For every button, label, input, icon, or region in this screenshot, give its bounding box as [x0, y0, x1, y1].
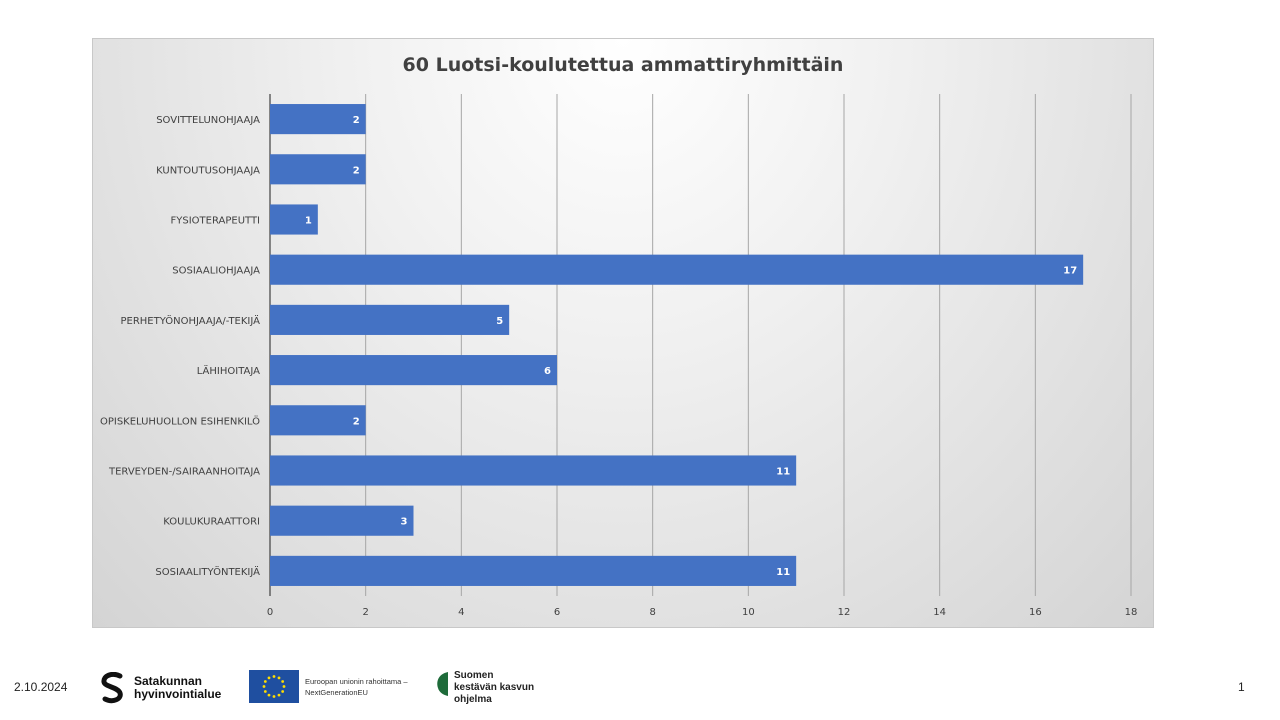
footer-date: 2.10.2024: [14, 680, 68, 694]
category-label: TERVEYDEN-/SAIRAANHOITAJA: [108, 467, 260, 478]
bar: [270, 204, 318, 235]
data-label: 2: [353, 115, 360, 126]
satakunta-logo-line1: Satakunnan: [134, 674, 203, 688]
data-label: 6: [544, 366, 551, 377]
data-label: 17: [1063, 266, 1077, 277]
x-tick-label: 2: [362, 607, 368, 618]
kasvu-logo-line3: ohjelma: [454, 694, 492, 705]
chart-area: 60 Luotsi-koulutettua ammattiryhmittäin …: [92, 38, 1154, 628]
kasvu-logo-line2: kestävän kasvun: [454, 682, 535, 693]
x-tick-label: 4: [458, 607, 464, 618]
category-label: FYSIOTERAPEUTTI: [171, 216, 261, 227]
data-label: 5: [496, 316, 503, 327]
bar: [270, 405, 366, 436]
category-label: PERHETYÖNOHJAAJA/-TEKIJÄ: [120, 314, 260, 327]
category-label: SOVITTELUNOHJAAJA: [156, 115, 260, 126]
category-label: KOULUKURAATTORI: [163, 517, 260, 528]
bar: [270, 455, 797, 486]
satakunta-s-icon: [101, 672, 123, 704]
satakunta-logo: Satakunnan hyvinvointialue: [100, 672, 221, 704]
category-label: SOSIAALITYÖNTEKIJÄ: [155, 565, 260, 578]
x-tick-label: 10: [742, 607, 755, 618]
data-label: 11: [776, 567, 790, 578]
x-tick-label: 12: [838, 607, 851, 618]
data-label: 11: [776, 467, 790, 478]
category-label: SOSIAALIOHJAAJA: [172, 266, 260, 277]
bar: [270, 505, 414, 536]
bar: [270, 154, 366, 185]
x-tick-label: 18: [1125, 607, 1138, 618]
x-tick-label: 6: [554, 607, 560, 618]
bar: [270, 304, 510, 335]
bar: [270, 555, 797, 586]
bar: [270, 104, 366, 135]
eu-flag-icon: [249, 670, 299, 703]
data-label: 2: [353, 416, 360, 427]
bar: [270, 254, 1084, 285]
leaf-icon: [437, 672, 448, 696]
x-tick-label: 16: [1029, 607, 1042, 618]
x-tick-label: 8: [649, 607, 655, 618]
data-label: 2: [353, 165, 360, 176]
kasvu-logo-line1: Suomen: [454, 670, 494, 681]
category-label: KUNTOUTUSOHJAAJA: [156, 165, 260, 176]
category-label: LÄHIHOITAJA: [197, 364, 260, 377]
satakunta-logo-line2: hyvinvointialue: [134, 687, 222, 701]
x-tick-label: 0: [267, 607, 273, 618]
eu-logo-line2: NextGenerationEU: [305, 687, 368, 697]
kestava-kasvu-logo: Suomen kestävän kasvun ohjelma: [436, 670, 534, 706]
eu-logo-line1: Euroopan unionin rahoittama –: [305, 676, 408, 686]
category-label: OPISKELUHUOLLON ESIHENKILÖ: [100, 414, 260, 427]
data-label: 1: [305, 216, 312, 227]
chart-title: 60 Luotsi-koulutettua ammattiryhmittäin: [403, 54, 844, 76]
bar-chart: 60 Luotsi-koulutettua ammattiryhmittäin …: [100, 54, 1138, 618]
eu-funding-logo: Euroopan unionin rahoittama – NextGenera…: [249, 670, 435, 703]
x-tick-label: 14: [933, 607, 946, 618]
data-label: 3: [401, 517, 408, 528]
bar: [270, 355, 557, 386]
page-number: 1: [1238, 680, 1245, 694]
